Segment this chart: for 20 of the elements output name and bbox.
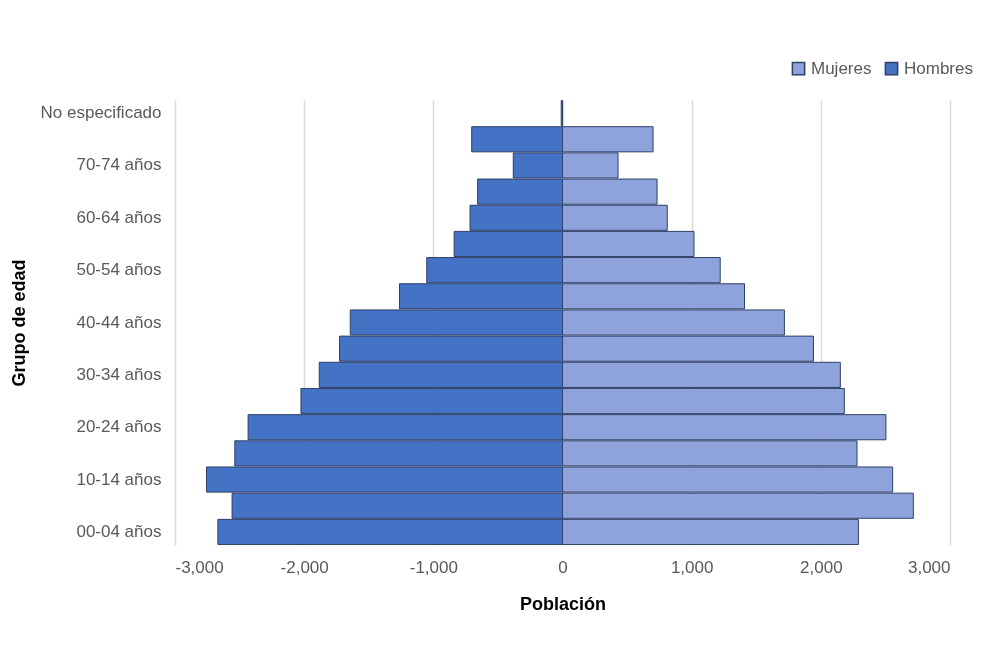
x-tick-label: -2,000 (280, 557, 329, 577)
x-tick-label: 2,000 (800, 557, 843, 577)
y-tick-label: 00-04 años (76, 521, 162, 541)
legend-label: Hombres (904, 58, 973, 78)
y-tick-label: 60-64 años (76, 207, 162, 227)
legend-label: Mujeres (811, 58, 872, 78)
x-tick-label: 0 (558, 557, 568, 577)
y-tick-label: 30-34 años (76, 364, 162, 384)
y-tick-label: 20-24 años (76, 417, 162, 437)
x-tick-label: 3,000 (907, 557, 951, 577)
x-axis-title: Población (519, 593, 607, 614)
x-tick-label: 1,000 (670, 557, 714, 577)
x-tick-label: -3,000 (175, 557, 224, 577)
y-tick-label: 40-44 años (76, 312, 162, 332)
y-axis-title: Grupo de edad (8, 259, 29, 387)
x-tick-label: -1,000 (409, 557, 458, 577)
y-tick-label: 50-54 años (76, 260, 162, 280)
y-tick-label: 70-74 años (76, 155, 162, 175)
y-tick-label: No especificado (40, 103, 162, 123)
y-tick-label: 10-14 años (76, 469, 162, 489)
